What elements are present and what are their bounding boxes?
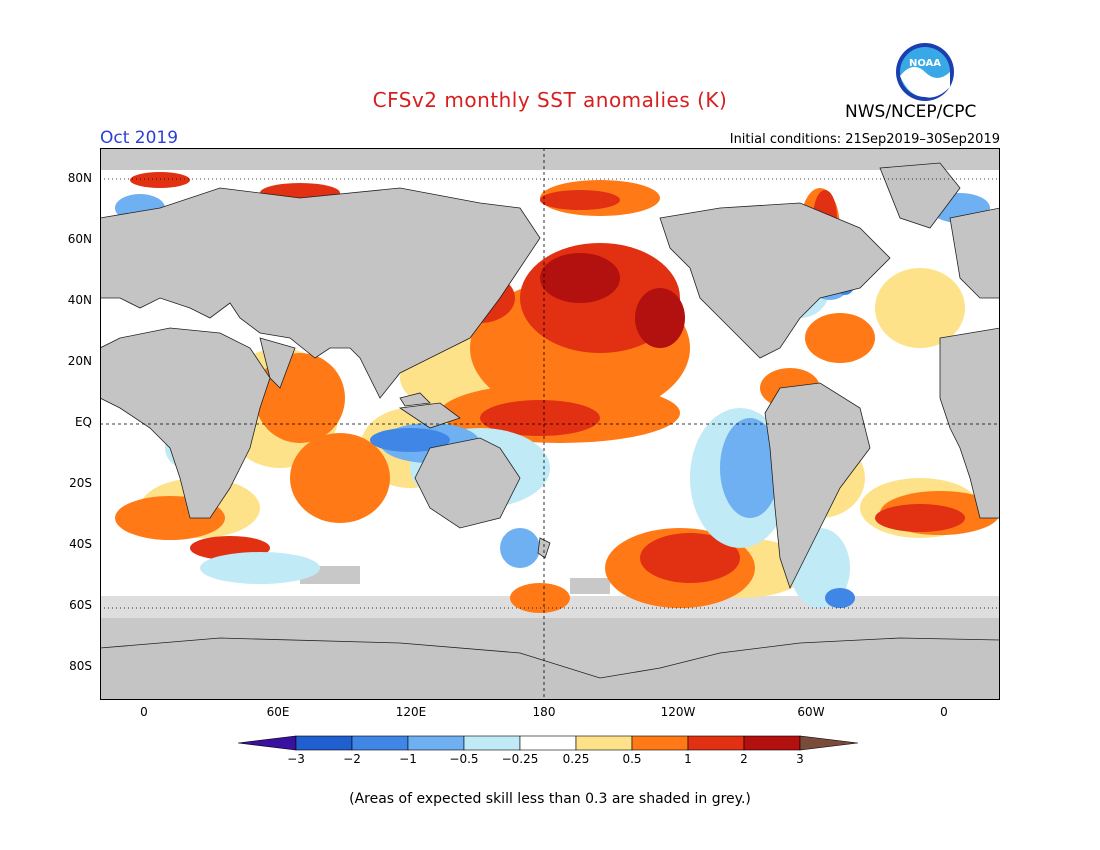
colorbar-label: 1 — [684, 752, 692, 766]
latitude-tick-label: 20N — [67, 354, 92, 368]
longitude-tick-label: 0 — [940, 705, 948, 719]
colorbar-label: 0.25 — [562, 752, 590, 766]
colorbar-swatch — [519, 735, 577, 751]
colorbar-swatch — [407, 735, 465, 751]
colorbar-label: −0.25 — [501, 752, 539, 766]
colorbar-swatch — [351, 735, 409, 751]
latitude-tick-label: 40N — [67, 293, 92, 307]
longitude-tick-label: 120E — [395, 705, 427, 719]
colorbar-swatch — [631, 735, 689, 751]
colorbar-label: −1 — [399, 752, 417, 766]
colorbar-label: −0.5 — [449, 752, 479, 766]
latitude-tick-label: 60N — [67, 232, 92, 246]
latitude-tick-label: 80S — [69, 659, 92, 673]
longitude-tick-label: 120W — [660, 705, 696, 719]
longitude-tick-label: 0 — [140, 705, 148, 719]
latitude-tick-label: 20S — [69, 476, 92, 490]
latitude-tick-label: 80N — [67, 171, 92, 185]
agency-label: NWS/NCEP/CPC — [845, 102, 977, 122]
skill-footnote: (Areas of expected skill less than 0.3 a… — [349, 791, 751, 807]
latitude-tick-label: 40S — [69, 537, 92, 551]
colorbar — [238, 735, 859, 751]
forecast-month: Oct 2019 — [100, 128, 179, 148]
colorbar-label: 2 — [740, 752, 748, 766]
colorbar-label: −2 — [343, 752, 361, 766]
longitude-tick-label: 60W — [797, 705, 825, 719]
longitude-tick-label: 60E — [266, 705, 290, 719]
longitude-tick-label: 180 — [532, 705, 556, 719]
colorbar-swatch — [687, 735, 745, 751]
noaa-logo: NOAA — [895, 42, 955, 106]
colorbar-max-arrow — [799, 735, 859, 751]
colorbar-swatch — [743, 735, 801, 751]
sst-anomaly-map — [100, 148, 1000, 700]
chart-title: CFSv2 monthly SST anomalies (K) — [372, 88, 728, 112]
colorbar-swatch — [295, 735, 353, 751]
colorbar-min-arrow — [238, 735, 297, 751]
colorbar-label: −3 — [287, 752, 305, 766]
initial-conditions: Initial conditions: 21Sep2019–30Sep2019 — [729, 132, 1000, 147]
colorbar-label: 0.5 — [622, 752, 642, 766]
latitude-tick-label: EQ — [74, 415, 92, 429]
colorbar-label: 3 — [796, 752, 804, 766]
reference-lines — [100, 148, 1000, 700]
colorbar-swatch — [463, 735, 521, 751]
latitude-tick-label: 60S — [69, 598, 92, 612]
svg-text:NOAA: NOAA — [909, 58, 941, 69]
land-masses — [100, 162, 1000, 700]
colorbar-swatch — [575, 735, 633, 751]
